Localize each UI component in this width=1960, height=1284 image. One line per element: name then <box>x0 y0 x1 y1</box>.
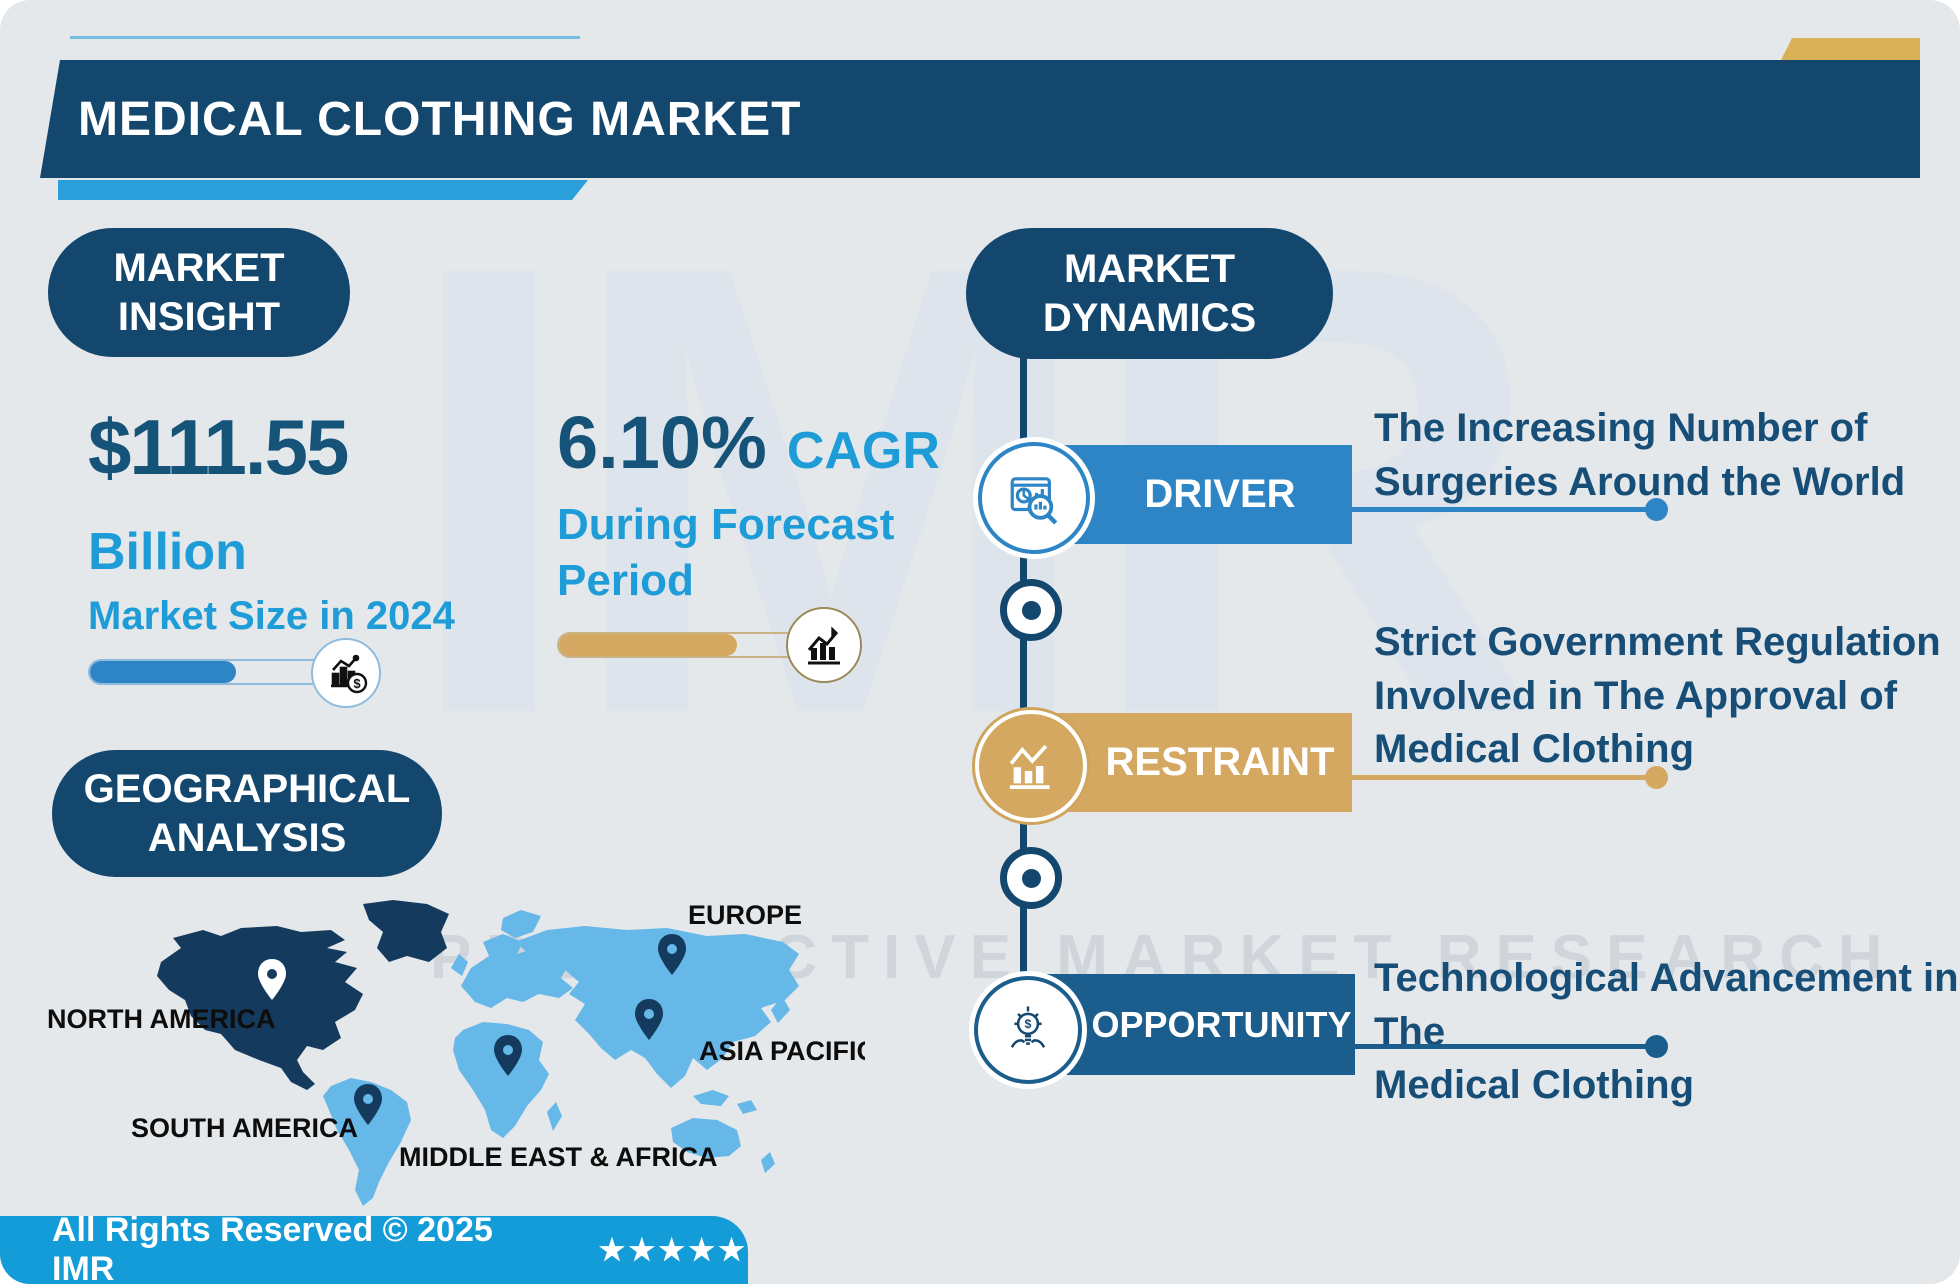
banner-accent-bar <box>58 180 588 200</box>
imr-watermark: IMR <box>400 132 1545 847</box>
region-label-south-america: SOUTH AMERICA <box>131 1113 358 1143</box>
driver-connector-dot <box>1645 498 1668 521</box>
lightbulb-dollar-icon: $ <box>1010 1006 1046 1048</box>
footer-bar: All Rights Reserved © 2025 IMR ★★★★★ <box>0 1211 748 1284</box>
cagr-label: CAGR <box>786 422 940 480</box>
market-size-caption: Market Size in 2024 <box>88 594 455 638</box>
svg-text:$: $ <box>353 676 361 691</box>
map-north-america <box>157 900 449 1090</box>
market-size-value: $111.55 <box>88 403 349 491</box>
restraint-text-line3: Medical Clothing <box>1374 727 1694 772</box>
five-stars-icon: ★★★★★ <box>598 1233 748 1267</box>
world-map: NORTH AMERICA SOUTH AMERICA EUROPE ASIA … <box>47 900 865 1206</box>
timeline-node-2 <box>1000 847 1062 909</box>
restraint-label: RESTRAINT <box>1105 740 1335 784</box>
restraint-bar: RESTRAINT <box>1033 713 1352 812</box>
market-size-unit: Billion <box>88 523 247 581</box>
bar-chart-dollar-icon: $ <box>331 654 368 694</box>
cagr-value: 6.10% <box>557 401 767 484</box>
market-size-progress-fill <box>90 661 236 683</box>
title-banner: MEDICAL CLOTHING MARKET <box>40 60 1920 178</box>
driver-text: The Increasing Number of Surgeries Aroun… <box>1374 402 1905 509</box>
copyright-text: All Rights Reserved © 2025 IMR <box>52 1211 493 1284</box>
market-dynamics-pill: MARKET DYNAMICS <box>966 228 1333 359</box>
restraint-text-line1: Strict Government Regulation <box>1374 620 1941 664</box>
geo-label-line1: GEOGRAPHICAL <box>83 766 411 811</box>
restraint-text: Strict Government Regulation Involved in… <box>1374 616 1941 777</box>
opportunity-text-line2: Medical Clothing <box>1374 1063 1694 1108</box>
restraint-text-line2: Involved in The Approval of <box>1374 673 1898 718</box>
market-insight-label-line2: INSIGHT <box>117 294 281 339</box>
region-label-asia-pacific: ASIA PACIFIC <box>699 1036 865 1066</box>
market-size-icon-badge: $ <box>311 638 381 708</box>
cagr-block: 6.10% CAGR <box>557 400 940 485</box>
opportunity-icon-badge: $ <box>974 976 1082 1084</box>
region-label-middle-east-africa: MIDDLE EAST & AFRICA <box>399 1142 718 1172</box>
svg-text:$: $ <box>1025 1017 1032 1031</box>
geo-label-line2: ANALYSIS <box>147 815 347 860</box>
driver-text-line2: Surgeries Around the World <box>1374 459 1906 504</box>
analytics-magnifier-icon <box>1010 477 1058 525</box>
dynamics-timeline <box>1020 355 1027 1031</box>
cagr-icon-badge <box>786 607 862 683</box>
opportunity-bar: OPPORTUNITY <box>1033 974 1355 1075</box>
map-pin-icon <box>258 934 686 1125</box>
market-insight-label-line1: MARKET <box>113 245 285 290</box>
restraint-connector-dot <box>1645 766 1668 789</box>
cagr-progress-fill <box>559 634 737 656</box>
restraint-icon-badge <box>975 710 1087 822</box>
region-label-north-america: NORTH AMERICA <box>47 1004 276 1034</box>
opportunity-connector-dot <box>1645 1035 1668 1058</box>
opportunity-label: OPPORTUNITY <box>1091 1003 1352 1045</box>
dynamics-label-line1: MARKET <box>1063 246 1236 291</box>
market-size-progress-track <box>88 659 348 685</box>
restraint-connector-line <box>1352 766 1668 789</box>
cagr-caption-line1: During Forecast <box>557 500 895 549</box>
driver-text-line1: The Increasing Number of <box>1374 406 1868 450</box>
timeline-node-1 <box>1000 579 1062 641</box>
cagr-caption-line2: Period <box>557 556 694 605</box>
gold-corner-tab <box>1780 38 1920 62</box>
opportunity-text: Technological Advancement in The Medical… <box>1374 952 1960 1113</box>
page-title: MEDICAL CLOTHING MARKET <box>78 92 802 146</box>
opportunity-text-line1: Technological Advancement in The <box>1374 956 1959 1054</box>
market-insight-pill: MARKET INSIGHT <box>48 228 350 357</box>
driver-label: DRIVER <box>1144 472 1296 516</box>
growth-chart-icon <box>807 626 840 665</box>
declining-bar-chart-icon <box>1009 744 1050 789</box>
dynamics-label-line2: DYNAMICS <box>1042 295 1257 340</box>
driver-icon-badge <box>978 442 1090 554</box>
opportunity-connector-line <box>1355 1035 1668 1058</box>
geographical-analysis-pill: GEOGRAPHICAL ANALYSIS <box>52 750 442 877</box>
driver-connector-line <box>1352 498 1668 521</box>
header-accent-line <box>70 36 580 39</box>
region-label-europe: EUROPE <box>688 900 802 930</box>
